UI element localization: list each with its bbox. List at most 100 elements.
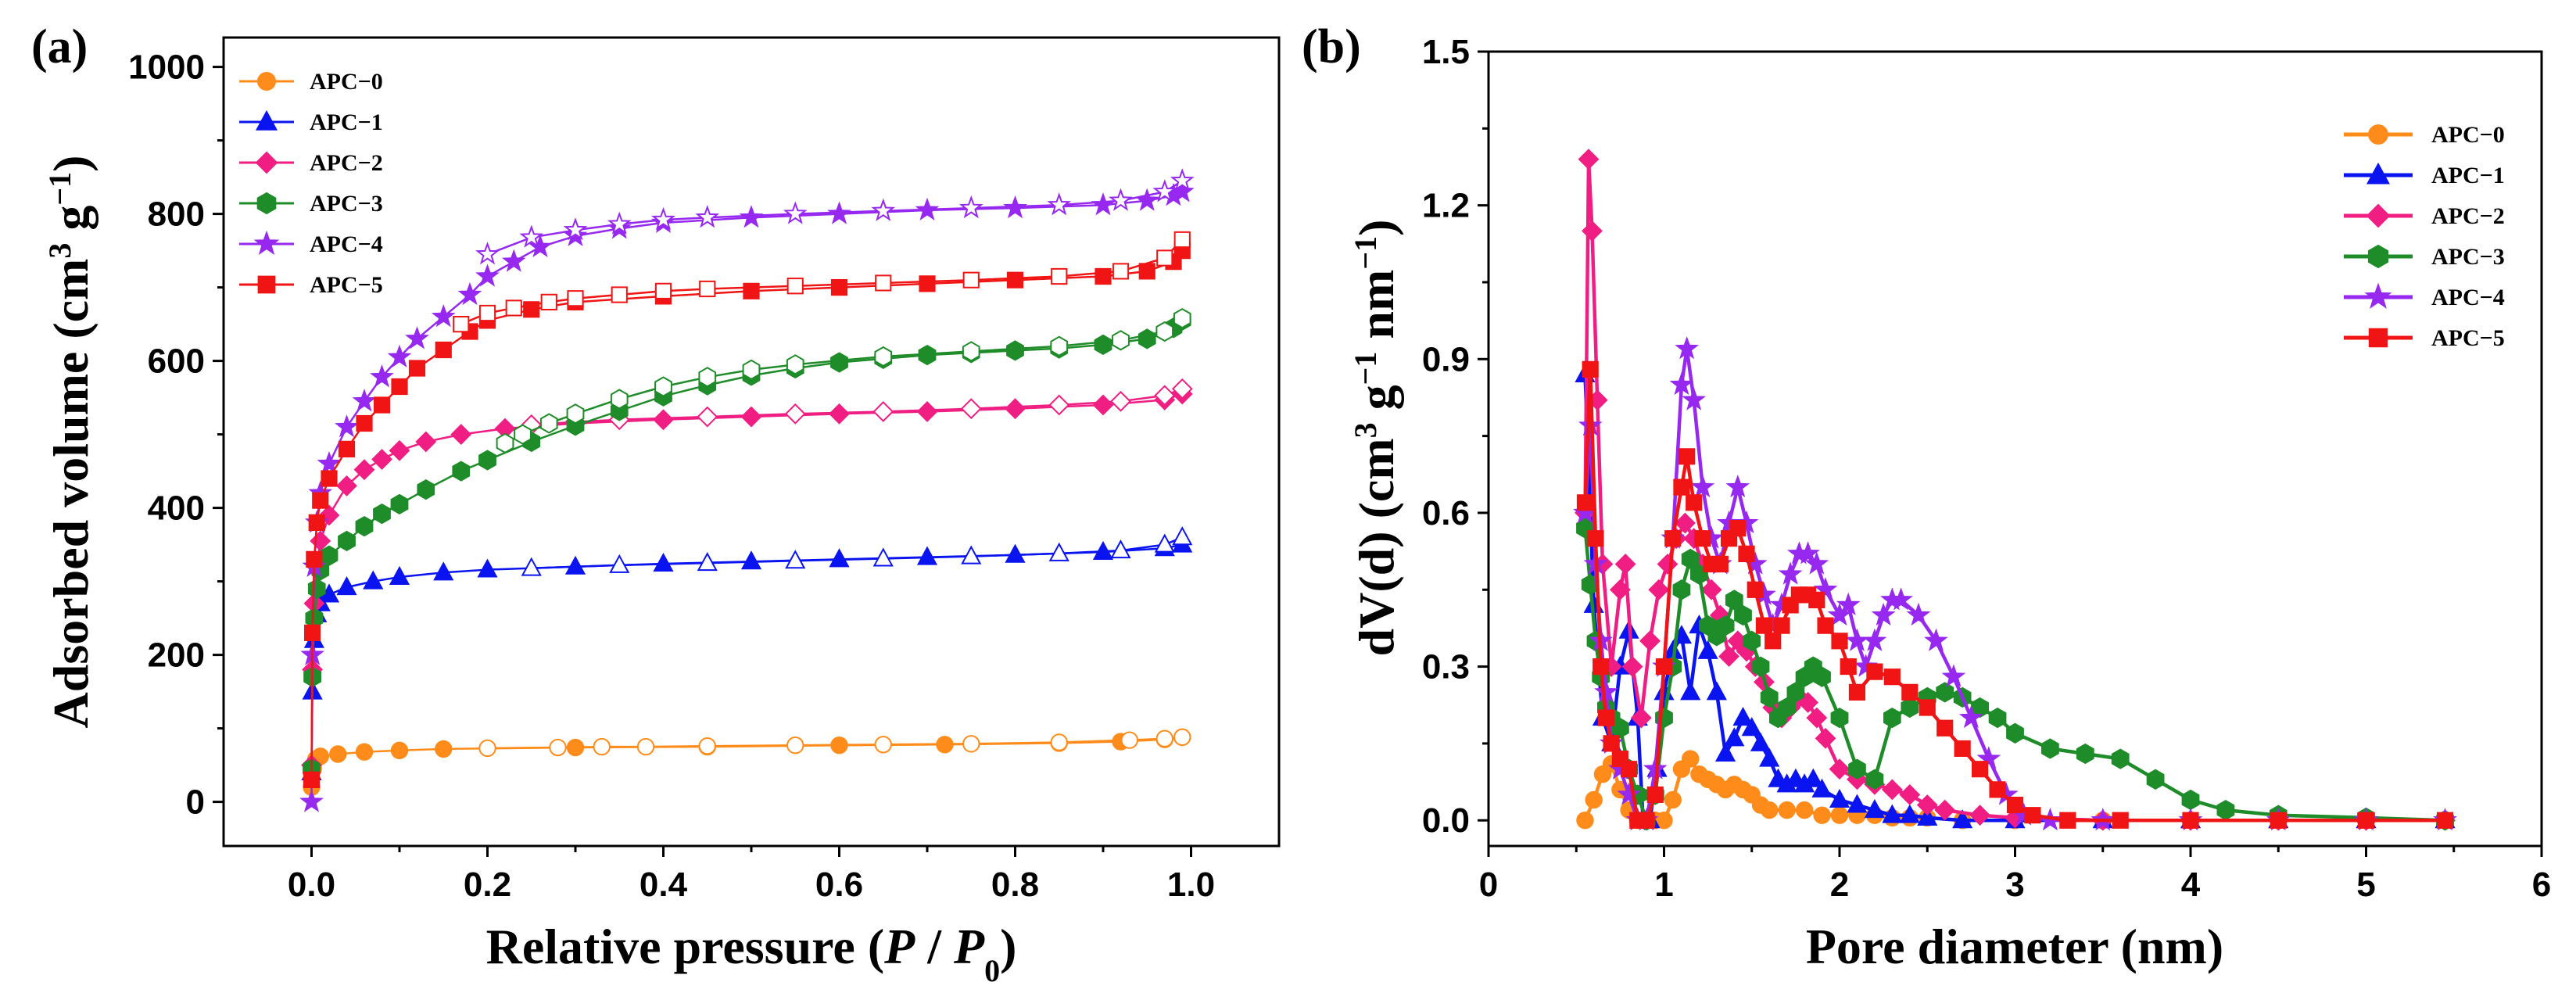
data-point — [1679, 448, 1696, 465]
desorption-point — [871, 198, 896, 221]
data-point — [1765, 633, 1782, 650]
data-point — [1716, 615, 1735, 636]
legend-marker — [257, 275, 276, 294]
desorption-point — [785, 550, 806, 569]
legend-item: APC−4 — [2344, 282, 2505, 310]
adsorption-point — [653, 552, 674, 572]
desorption-point — [593, 737, 611, 756]
data-point — [1806, 707, 1828, 729]
desorption-point — [1155, 321, 1174, 342]
adsorption-point — [450, 424, 472, 446]
desorption-point — [1155, 729, 1173, 747]
data-point — [1755, 617, 1773, 634]
data-point — [1817, 617, 1834, 634]
adsorption-point — [417, 478, 435, 500]
data-point — [1941, 664, 1966, 687]
adsorption-point — [307, 578, 326, 600]
desorption-point — [1173, 728, 1191, 747]
x-tick-label: 0.8 — [991, 866, 1039, 904]
data-point — [1675, 512, 1696, 534]
adsorption-point — [1006, 340, 1024, 361]
adsorption-point — [916, 546, 938, 565]
desorption-point — [453, 316, 470, 333]
data-point — [1648, 579, 1670, 600]
legend-marker — [255, 151, 278, 174]
data-point — [1803, 768, 1824, 787]
data-point — [1976, 746, 2001, 769]
data-point — [1836, 592, 1861, 616]
x-tick-label: 0.0 — [288, 866, 335, 904]
data-point — [1587, 530, 1604, 547]
adsorption-point — [1092, 394, 1114, 416]
legend-label: APC−4 — [2431, 285, 2505, 310]
desorption-point — [872, 547, 894, 567]
adsorption-point — [916, 401, 938, 422]
data-point — [1621, 656, 1643, 677]
adsorption-point — [306, 550, 323, 568]
adsorption-point — [336, 576, 357, 596]
adsorption-point — [743, 282, 760, 299]
adsorption-point — [830, 352, 848, 373]
desorption-point — [698, 367, 717, 388]
data-point — [1778, 801, 1796, 819]
data-point — [1813, 806, 1831, 824]
adsorption-point — [329, 745, 347, 763]
data-point — [1734, 604, 1752, 626]
desorption-point — [742, 359, 761, 381]
data-point — [1672, 579, 1691, 600]
legend-item: APC−1 — [239, 109, 383, 135]
data-point — [1804, 551, 1829, 575]
data-point — [1811, 778, 1833, 797]
desorption-point — [505, 299, 522, 317]
y-tick-label: 0.3 — [1422, 648, 1470, 686]
panel-b-ticks: 0 1 2 3 4 5 6 0.0 0.3 0.6 0.9 1.2 1.5 — [1422, 33, 2551, 904]
desorption-line — [531, 536, 1183, 569]
adsorption-point — [918, 344, 937, 366]
legend-item: APC−5 — [2344, 325, 2505, 351]
legend-item: APC−0 — [239, 69, 383, 95]
data-point — [1958, 704, 1983, 729]
desorption-point — [519, 224, 544, 248]
data-point — [1694, 530, 1711, 547]
adsorption-point — [373, 503, 391, 525]
data-point — [1680, 681, 1701, 701]
data-point — [1585, 790, 1603, 809]
data-point — [1831, 633, 1848, 650]
data-point — [1614, 554, 1636, 575]
adsorption-point — [739, 205, 764, 228]
desorption-point — [1048, 394, 1070, 416]
legend-label: APC−1 — [2431, 163, 2505, 188]
desorption-point — [478, 304, 496, 322]
data-point — [1761, 801, 1779, 819]
panel-b: (b) 0 1 2 3 4 5 6 0.0 0.3 0.6 0.9 1.2 1.5 APC−0 APC−1… — [1302, 20, 2551, 974]
data-point — [1883, 668, 1901, 686]
data-point — [2041, 738, 2059, 759]
desorption-point — [611, 286, 628, 303]
desorption-point — [1171, 378, 1193, 400]
adsorption-point — [653, 409, 674, 431]
desorption-point — [475, 242, 500, 265]
data-point — [1864, 799, 1885, 819]
legend-label: APC−3 — [310, 191, 383, 217]
data-point — [1773, 617, 1790, 634]
adsorption-point — [1092, 540, 1114, 560]
data-point — [1901, 697, 1919, 719]
adsorption-point — [475, 263, 500, 287]
adsorption-point — [478, 450, 496, 471]
desorption-point — [521, 557, 542, 576]
data-point — [1795, 801, 1814, 819]
data-point — [1840, 658, 1857, 676]
legend-marker — [256, 192, 277, 215]
panel-a: (a) 0.0 0.2 0.4 0.6 0.8 1.002004006008001000 … — [31, 20, 1281, 988]
data-point — [1829, 758, 1850, 780]
desorption-point — [695, 205, 720, 228]
legend-item: APC−2 — [2344, 203, 2505, 229]
desorption-point — [496, 432, 514, 454]
data-point — [1829, 788, 1850, 808]
data-point — [1871, 602, 1896, 626]
adsorption-point — [299, 789, 324, 812]
data-point — [1697, 640, 1718, 659]
desorption-point — [609, 554, 630, 573]
x-tick-label: 3 — [2005, 866, 2024, 904]
data-point — [2436, 812, 2454, 829]
